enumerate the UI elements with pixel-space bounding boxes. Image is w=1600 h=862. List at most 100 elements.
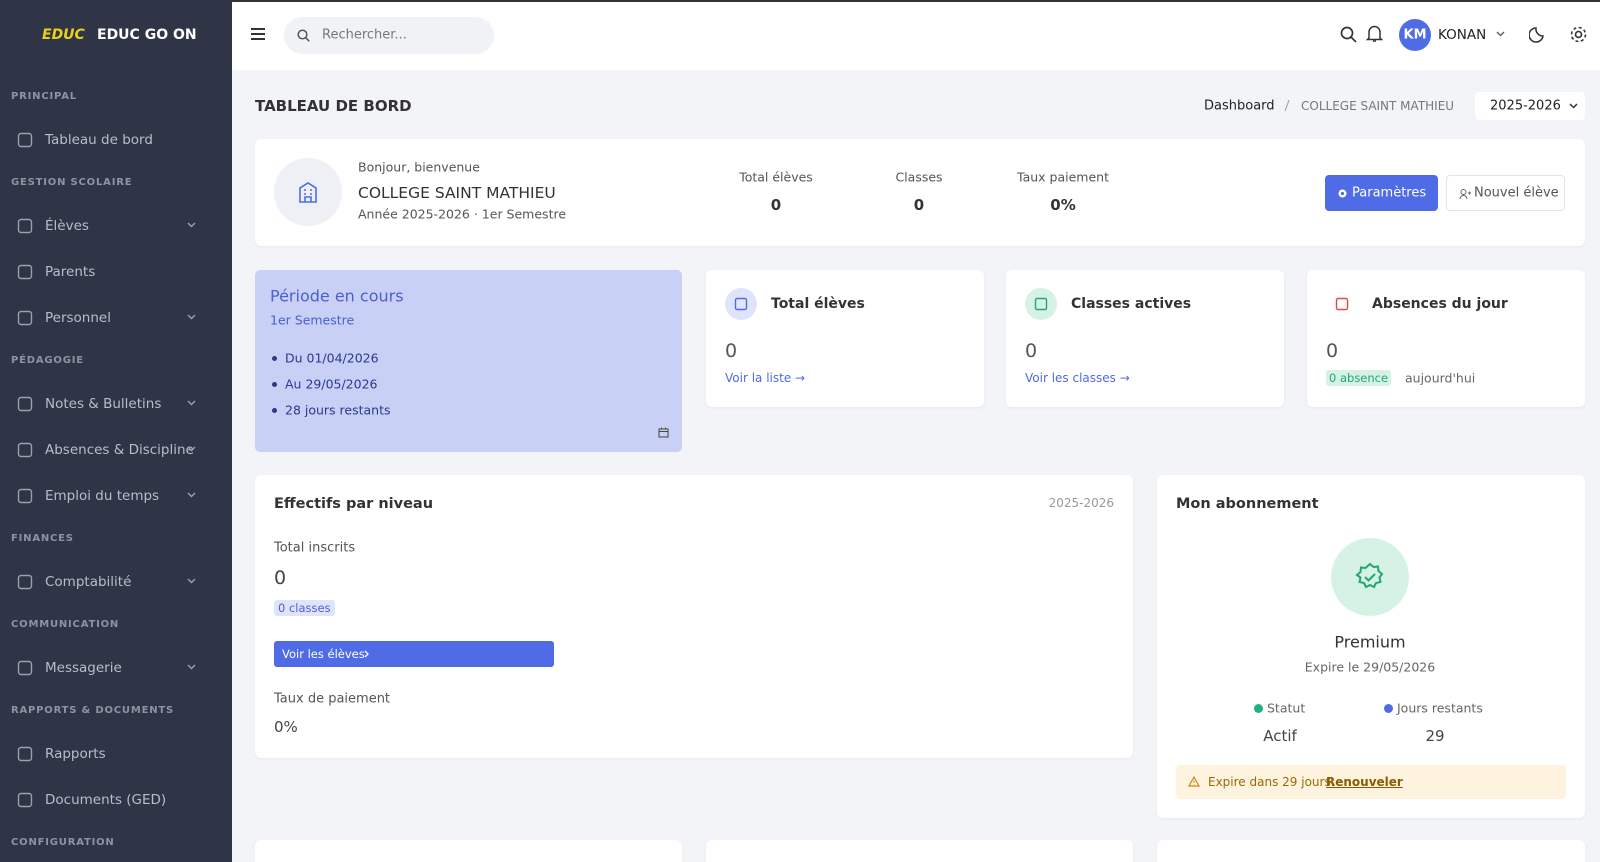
submenu-chevron — [187, 400, 196, 406]
card-year: 2025-2026 — [1048, 496, 1114, 510]
menu-label: Documents (GED) — [45, 792, 167, 808]
stat-title: Absences du jour — [1372, 296, 1508, 312]
theme-toggle[interactable] — [1529, 25, 1547, 43]
avatar[interactable] — [1399, 19, 1431, 51]
menu-icon — [17, 746, 33, 762]
menu-section: GESTION SCOLAIRE — [11, 177, 133, 188]
subscription-card: Mon abonnement Premium Expire le 29/05/2… — [1157, 475, 1585, 818]
search-box[interactable]: Rechercher... — [284, 17, 494, 54]
topbar: Rechercher... KM KONAN — [232, 0, 1600, 70]
menu-icon — [17, 218, 33, 234]
bullet — [272, 356, 277, 361]
chevron-shape — [187, 222, 196, 228]
menu-label: Messagerie — [45, 660, 122, 676]
button-label: Nouvel élève — [1474, 185, 1559, 201]
menu-item[interactable]: Élèves — [0, 203, 232, 249]
menu-item[interactable]: Messagerie — [0, 645, 232, 691]
icon-shape — [17, 442, 33, 458]
card — [706, 840, 1133, 862]
search-button[interactable] — [1340, 26, 1357, 43]
stat-badge: 0 absence — [1326, 370, 1392, 386]
menu-item[interactable]: Notes & Bulletins — [0, 381, 232, 427]
menu-label: Absences & Discipline — [45, 442, 194, 458]
greeting: Bonjour, bienvenue — [358, 159, 480, 175]
add-user-icon — [1459, 189, 1471, 200]
menu-item[interactable]: Parents — [0, 249, 232, 295]
menu-toggle[interactable] — [250, 27, 266, 41]
icon-shape — [17, 488, 33, 504]
warning-text: Expire dans 29 jours. — [1208, 775, 1335, 789]
menu-item[interactable]: Absences & Discipline — [0, 427, 232, 473]
plan-name: Premium — [1334, 632, 1406, 652]
user-name[interactable]: KONAN — [1438, 27, 1487, 43]
menu-icon — [17, 310, 33, 326]
welcome-card: Bonjour, bienvenue COLLEGE SAINT MATHIEU… — [255, 139, 1585, 246]
menu: PRINCIPAL Tableau de bord GESTION SCOLAIRE… — [0, 77, 232, 862]
select-chevron — [1569, 103, 1578, 109]
settings[interactable] — [1569, 25, 1588, 44]
button-chevron — [364, 650, 369, 658]
submenu-chevron — [187, 222, 196, 228]
menu-section: CONFIGURATION — [11, 837, 115, 848]
payment-value: 0% — [274, 718, 298, 736]
chevron-shape — [187, 314, 196, 320]
year-select[interactable]: 2025-2026 — [1475, 92, 1585, 120]
stat-value: 0 — [913, 196, 925, 214]
stat-title: Classes actives — [1071, 296, 1192, 312]
stat-label: Classes — [895, 169, 943, 185]
breadcrumb-separator — [1284, 99, 1290, 112]
new-student-button[interactable]: Nouvel élève — [1446, 175, 1565, 211]
stat-icon-bg — [1326, 288, 1358, 320]
stat-title: Total élèves — [771, 296, 865, 312]
stat-label: Total élèves — [739, 169, 813, 185]
renew-link[interactable]: Renouveler — [1326, 775, 1403, 789]
gear-icon — [1338, 189, 1347, 198]
menu-item[interactable]: Emploi du temps — [0, 473, 232, 519]
submenu-chevron — [187, 446, 196, 452]
menu-item[interactable]: Documents (GED) — [0, 777, 232, 823]
breadcrumb-link[interactable]: Dashboard — [1204, 98, 1275, 114]
card — [255, 840, 682, 862]
card-title: Effectifs par niveau — [274, 496, 434, 512]
stat-link[interactable]: Voir la liste → — [725, 371, 806, 385]
menu-item[interactable]: Rapports — [0, 731, 232, 777]
menu-icon — [17, 264, 33, 280]
expiry-warning: Expire dans 29 jours. Renouveler — [1176, 765, 1566, 799]
stat-icon-bg — [1025, 288, 1057, 320]
submenu-chevron — [187, 578, 196, 584]
stat-value: 0 — [725, 340, 738, 362]
school-period: Année 2025-2026 · 1er Semestre — [358, 206, 567, 222]
menu-icon — [17, 792, 33, 808]
menu-section: COMMUNICATION — [11, 619, 120, 630]
menu-item[interactable]: Personnel — [0, 295, 232, 341]
days-value: 29 — [1425, 727, 1445, 745]
brand: EDUC GO ON — [97, 27, 197, 43]
school-icon — [299, 182, 317, 203]
menu-label: Comptabilité — [45, 574, 132, 590]
user-chevron — [1496, 31, 1505, 37]
stat-link[interactable]: Voir les classes → — [1025, 371, 1130, 385]
effectifs-card: Effectifs par niveau 2025-2026 Total ins… — [255, 475, 1133, 758]
days-dot — [1384, 704, 1393, 713]
period-item: Du 01/04/2026 — [285, 350, 379, 366]
menu-item[interactable]: Comptabilité — [0, 559, 232, 605]
icon-shape — [17, 396, 33, 412]
search-placeholder: Rechercher... — [322, 27, 407, 43]
menu-icon — [17, 442, 33, 458]
notifications[interactable] — [1366, 24, 1383, 43]
stat-value: 0% — [1050, 196, 1076, 214]
icon-shape — [17, 574, 33, 590]
stat-card: Absences du jour 0 0 absence aujourd'hui — [1307, 270, 1585, 407]
view-students-button[interactable]: Voir les élèves — [274, 641, 554, 667]
menu-icon — [17, 396, 33, 412]
stat-note: aujourd'hui — [1405, 370, 1476, 386]
menu-icon — [17, 574, 33, 590]
menu-item[interactable]: Tableau de bord — [0, 117, 232, 163]
stat-value: 0 — [770, 196, 782, 214]
chevron-shape — [187, 400, 196, 406]
payment-label: Taux de paiement — [274, 691, 391, 707]
settings-button[interactable]: Paramètres — [1325, 175, 1438, 211]
chevron-shape — [187, 578, 196, 584]
